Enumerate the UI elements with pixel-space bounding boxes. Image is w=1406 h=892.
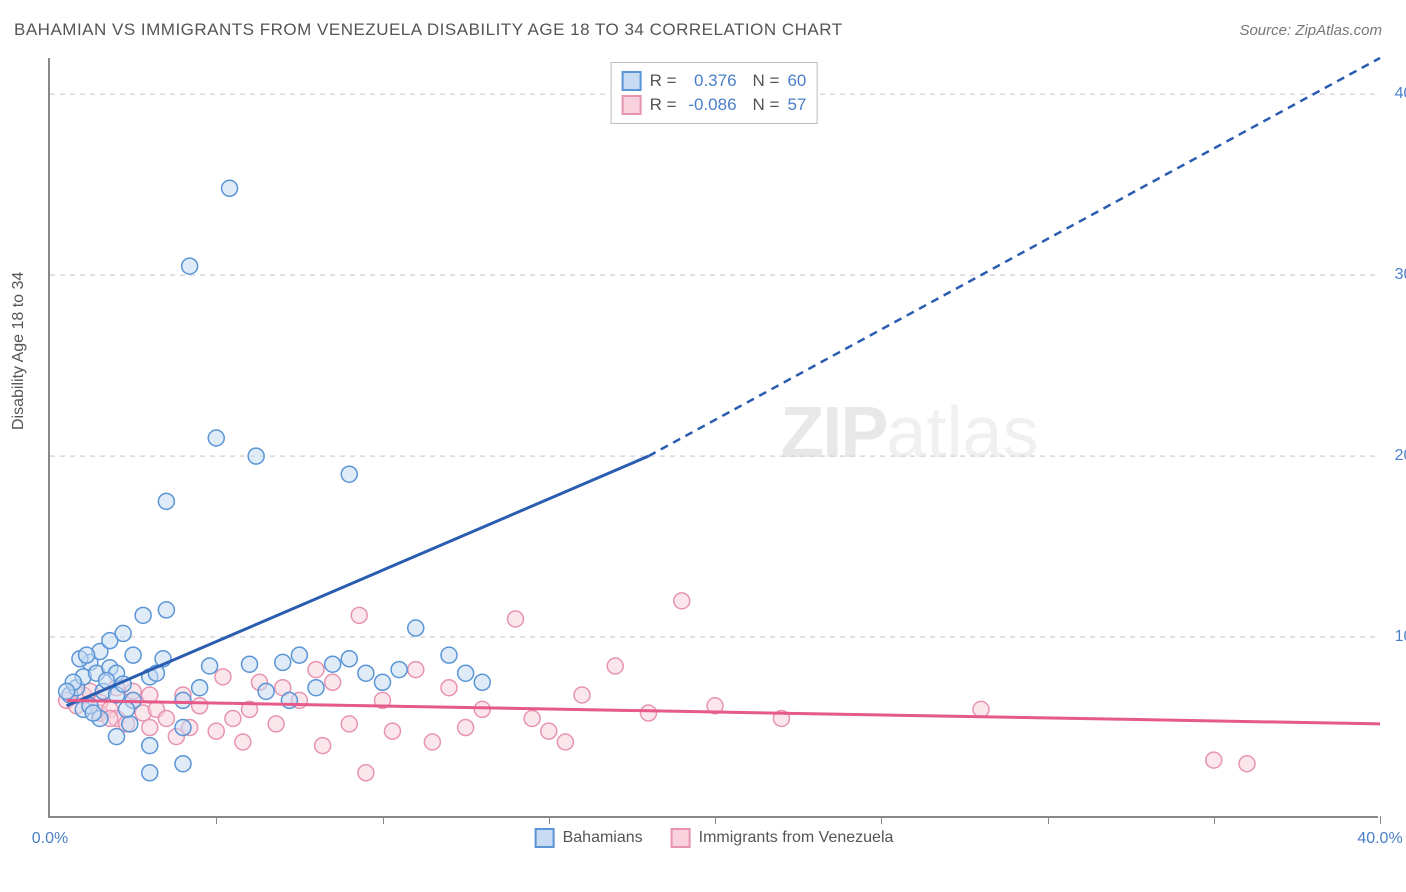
data-point (973, 701, 989, 717)
legend-item-2: Immigrants from Venezuela (671, 828, 894, 848)
data-point (208, 723, 224, 739)
stats-row-1: R = 0.376 N = 60 (622, 69, 807, 93)
data-point (208, 430, 224, 446)
data-point (524, 710, 540, 726)
y-axis-label: Disability Age 18 to 34 (10, 272, 28, 430)
data-point (122, 716, 138, 732)
xtick (383, 816, 384, 824)
data-point (358, 765, 374, 781)
ytick-label: 40.0% (1382, 85, 1406, 103)
data-point (115, 625, 131, 641)
data-point (175, 692, 191, 708)
stats-row-2: R = -0.086 N = 57 (622, 93, 807, 117)
bottom-legend: Bahamians Immigrants from Venezuela (535, 828, 894, 848)
legend-item-1: Bahamians (535, 828, 643, 848)
data-point (441, 680, 457, 696)
chart-title: BAHAMIAN VS IMMIGRANTS FROM VENEZUELA DI… (14, 20, 843, 40)
xtick (549, 816, 550, 824)
data-point (424, 734, 440, 750)
data-point (158, 602, 174, 618)
data-point (441, 647, 457, 663)
xtick (216, 816, 217, 824)
data-point (474, 674, 490, 690)
data-point (142, 765, 158, 781)
data-point (242, 656, 258, 672)
data-point (458, 720, 474, 736)
data-point (202, 658, 218, 674)
xtick (1048, 816, 1049, 824)
x-max-label: 40.0% (1357, 830, 1402, 848)
data-point (1206, 752, 1222, 768)
swatch-pink-2 (671, 828, 691, 848)
data-point (325, 656, 341, 672)
plot-area: ZIPatlas R = 0.376 N = 60 R = -0.086 N =… (48, 58, 1378, 818)
data-point (118, 701, 134, 717)
data-point (158, 710, 174, 726)
data-point (325, 674, 341, 690)
data-point (474, 701, 490, 717)
data-point (408, 620, 424, 636)
data-point (135, 607, 151, 623)
data-point (175, 756, 191, 772)
data-point (125, 647, 141, 663)
data-point (142, 738, 158, 754)
data-point (391, 662, 407, 678)
data-point (1239, 756, 1255, 772)
stats-legend: R = 0.376 N = 60 R = -0.086 N = 57 (611, 62, 818, 124)
ytick-label: 30.0% (1382, 266, 1406, 284)
data-point (315, 738, 331, 754)
xtick (715, 816, 716, 824)
data-point (79, 647, 95, 663)
data-point (142, 720, 158, 736)
data-point (508, 611, 524, 627)
ytick-label: 10.0% (1382, 628, 1406, 646)
data-point (158, 493, 174, 509)
x-origin-label: 0.0% (32, 830, 68, 848)
source-label: Source: ZipAtlas.com (1239, 22, 1382, 39)
data-point (541, 723, 557, 739)
data-point (341, 651, 357, 667)
trend-blue-solid (67, 456, 649, 706)
data-point (384, 723, 400, 739)
xtick (1380, 816, 1381, 824)
swatch-pink (622, 95, 642, 115)
xtick (881, 816, 882, 824)
data-point (268, 716, 284, 732)
data-point (192, 680, 208, 696)
data-point (574, 687, 590, 703)
data-point (85, 705, 101, 721)
data-point (408, 662, 424, 678)
data-point (375, 674, 391, 690)
data-point (291, 647, 307, 663)
xtick (1214, 816, 1215, 824)
data-point (192, 698, 208, 714)
swatch-blue (622, 71, 642, 91)
data-point (351, 607, 367, 623)
data-point (248, 448, 264, 464)
chart-svg (50, 58, 1380, 818)
data-point (281, 692, 297, 708)
data-point (215, 669, 231, 685)
data-point (341, 716, 357, 732)
data-point (341, 466, 357, 482)
data-point (607, 658, 623, 674)
swatch-blue-2 (535, 828, 555, 848)
data-point (641, 705, 657, 721)
data-point (358, 665, 374, 681)
data-point (175, 720, 191, 736)
data-point (182, 258, 198, 274)
data-point (222, 180, 238, 196)
data-point (225, 710, 241, 726)
data-point (59, 683, 75, 699)
data-point (258, 683, 274, 699)
data-point (109, 729, 125, 745)
data-point (458, 665, 474, 681)
ytick-label: 20.0% (1382, 447, 1406, 465)
data-point (308, 662, 324, 678)
data-point (275, 654, 291, 670)
data-point (557, 734, 573, 750)
data-point (674, 593, 690, 609)
data-point (235, 734, 251, 750)
data-point (308, 680, 324, 696)
